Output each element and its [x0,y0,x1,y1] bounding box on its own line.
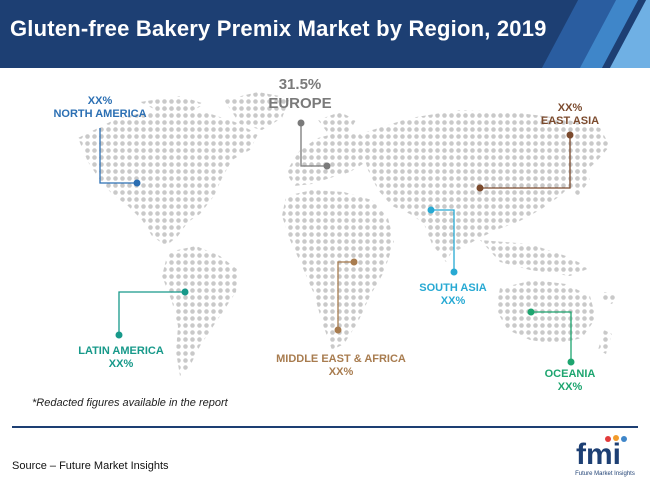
region-label-oceania: OCEANIA XX% [520,368,620,394]
marker-oceania-end [567,358,575,366]
landmass-india [420,214,460,262]
connector-south-asia [431,209,455,272]
logo-tagline: Future Market Insights [575,471,635,477]
marker-mea-end [334,326,342,334]
region-name: LATIN AMERICA [78,345,164,357]
marker-europe [297,119,305,127]
region-value: XX% [108,358,134,370]
connector-north-america [99,128,137,184]
logo-dot-orange [613,435,619,441]
marker-mea [350,258,358,266]
region-name: SOUTH ASIA [419,282,487,294]
region-name: EUROPE [268,95,332,112]
footnote: *Redacted figures available in the repor… [32,397,228,409]
region-value: XX% [557,102,583,114]
region-name: MIDDLE EAST & AFRICA [276,353,406,365]
marker-south-asia [427,206,435,214]
landmass-scandinavia [318,112,356,136]
marker-latin-america [181,288,189,296]
landmass-pacific-islands [602,292,618,304]
landmass-japan [570,164,590,196]
connector-europe [300,123,327,167]
logo-dot-red [605,436,611,442]
region-name: EAST ASIA [540,115,600,127]
region-value: 31.5% [278,76,322,93]
region-label-south-asia: SOUTH ASIA XX% [403,282,503,308]
world-dot-map [78,92,618,376]
region-name: OCEANIA [544,368,596,380]
landmass-southeast-asia [480,240,590,276]
header-banner: Gluten-free Bakery Premix Market by Regi… [0,0,650,68]
region-label-north-america: XX% NORTH AMERICA [50,95,150,121]
marker-oceania [527,308,535,316]
region-label-europe: 31.5% EUROPE [250,75,350,113]
logo-dot-blue [621,436,627,442]
landmass-greenland [224,92,290,130]
region-label-east-asia: XX% EAST ASIA [520,102,620,128]
landmass-north-america [78,108,258,246]
logo-mark: fmi [576,438,621,471]
region-name: NORTH AMERICA [53,108,147,120]
landmass-new-zealand [598,330,612,354]
marker-europe-end [323,162,331,170]
page-title: Gluten-free Bakery Premix Market by Regi… [10,16,547,41]
region-value: XX% [87,95,113,107]
region-label-latin-america: LATIN AMERICA XX% [66,345,176,371]
region-value: XX% [440,295,466,307]
connector-east-asia [480,135,571,189]
connector-mea [337,261,354,330]
landmass-south-america [162,246,238,376]
marker-east-asia [566,131,574,139]
marker-south-asia-end [450,268,458,276]
marker-east-asia-end [476,184,484,192]
region-label-mea: MIDDLE EAST & AFRICA XX% [266,353,416,379]
landmass-arctic-islands [140,96,205,112]
connector-latin-america [118,291,185,335]
landmass-europe [286,132,372,186]
divider [12,426,638,428]
fmi-logo: fmi Future Market Insights [568,434,642,478]
region-value: XX% [557,381,583,393]
region-value: XX% [328,366,354,378]
marker-latin-america-end [115,331,123,339]
marker-north-america [133,179,141,187]
source-note: Source – Future Market Insights [12,460,169,472]
connector-oceania [531,311,572,362]
